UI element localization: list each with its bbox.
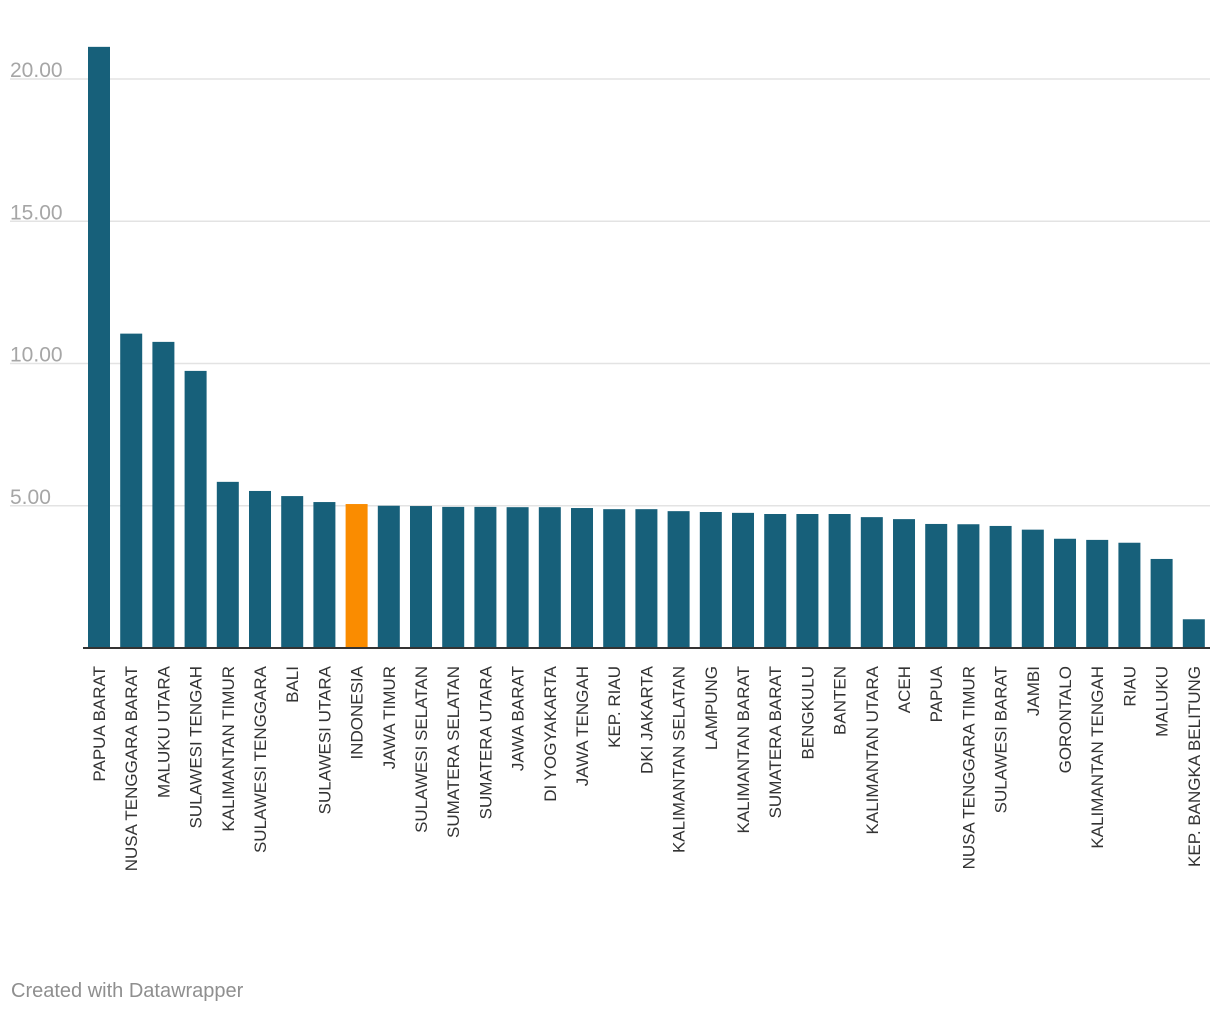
x-category-label: JAWA TIMUR bbox=[380, 666, 399, 769]
x-category-label: KALIMANTAN TIMUR bbox=[219, 666, 238, 832]
x-category-label: KALIMANTAN TENGAH bbox=[1088, 666, 1107, 849]
bar[interactable] bbox=[313, 502, 336, 648]
bar[interactable] bbox=[893, 519, 916, 648]
y-tick-label: 20.00 bbox=[10, 59, 63, 82]
x-category-label: KALIMANTAN BARAT bbox=[734, 666, 753, 834]
x-category-label: SUMATERA SELATAN bbox=[444, 666, 463, 838]
y-tick-label: 10.00 bbox=[10, 344, 63, 367]
x-category-label: NUSA TENGGARA TIMUR bbox=[959, 666, 978, 869]
x-category-label: GORONTALO bbox=[1056, 666, 1075, 773]
x-category-label: KEP. RIAU bbox=[605, 666, 624, 748]
x-category-label: PAPUA BARAT bbox=[90, 666, 109, 782]
x-category-label: NUSA TENGGARA BARAT bbox=[122, 666, 141, 871]
bar[interactable] bbox=[377, 505, 400, 648]
x-category-label: RIAU bbox=[1120, 666, 1139, 707]
bar[interactable] bbox=[474, 506, 497, 648]
datawrapper-credit[interactable]: Created with Datawrapper bbox=[11, 980, 244, 1002]
bar[interactable] bbox=[538, 507, 561, 648]
x-category-label: SULAWESI UTARA bbox=[315, 665, 334, 814]
x-category-label: SULAWESI TENGGARA bbox=[251, 665, 270, 853]
x-category-label: BENGKULU bbox=[798, 666, 817, 760]
bar[interactable] bbox=[1021, 529, 1044, 648]
bar[interactable] bbox=[249, 490, 272, 648]
x-category-label: KALIMANTAN SELATAN bbox=[670, 666, 689, 853]
x-category-label: JAWA BARAT bbox=[509, 666, 528, 771]
bar[interactable] bbox=[796, 514, 819, 648]
bar[interactable] bbox=[281, 496, 304, 648]
x-category-label: SUMATERA UTARA bbox=[476, 665, 495, 819]
x-category-label: MALUKU bbox=[1153, 666, 1172, 737]
x-category-label: INDONESIA bbox=[348, 665, 367, 759]
bar-chart: 5.00 10.00 15.00 20.00 PAPUA BARAT NUSA TENGG… bbox=[10, 46, 1210, 871]
bar[interactable] bbox=[1086, 539, 1109, 648]
x-category-label: BALI bbox=[283, 666, 302, 703]
bar[interactable] bbox=[989, 525, 1012, 648]
y-tick-label: 5.00 bbox=[10, 486, 51, 509]
bar[interactable] bbox=[1118, 542, 1141, 648]
bar[interactable] bbox=[184, 370, 207, 648]
bar[interactable] bbox=[1054, 538, 1077, 648]
bar[interactable] bbox=[828, 514, 851, 648]
bar[interactable] bbox=[120, 333, 143, 648]
x-category-label: SULAWESI BARAT bbox=[992, 666, 1011, 813]
bar[interactable] bbox=[603, 509, 626, 648]
x-category-label: BANTEN bbox=[831, 666, 850, 735]
bar[interactable] bbox=[571, 508, 594, 648]
bar[interactable] bbox=[732, 512, 755, 648]
x-category-label: SULAWESI SELATAN bbox=[412, 666, 431, 833]
bar[interactable] bbox=[635, 509, 658, 648]
y-tick-label: 15.00 bbox=[10, 201, 63, 224]
bar[interactable] bbox=[925, 523, 948, 648]
x-category-label: DI YOGYAKARTA bbox=[541, 665, 560, 801]
bar[interactable] bbox=[506, 507, 529, 648]
x-category-label: SUMATERA BARAT bbox=[766, 666, 785, 818]
bar[interactable] bbox=[410, 506, 433, 648]
bar[interactable] bbox=[957, 524, 980, 648]
x-category-label: KEP. BANGKA BELITUNG bbox=[1185, 666, 1204, 867]
x-category-label: DKI JAKARTA bbox=[637, 665, 656, 774]
bar[interactable] bbox=[1182, 619, 1205, 648]
bar[interactable] bbox=[860, 517, 883, 648]
bar[interactable] bbox=[764, 514, 787, 648]
x-category-label: SULAWESI TENGAH bbox=[187, 666, 206, 828]
bar[interactable] bbox=[216, 481, 239, 648]
bar[interactable] bbox=[442, 506, 465, 648]
bar[interactable] bbox=[1150, 558, 1173, 648]
x-category-label: KALIMANTAN UTARA bbox=[863, 665, 882, 834]
x-category-label: JAWA TENGAH bbox=[573, 666, 592, 786]
bar[interactable] bbox=[152, 341, 175, 648]
x-category-label: JAMBI bbox=[1024, 666, 1043, 716]
bar[interactable] bbox=[699, 512, 722, 648]
x-category-label: LAMPUNG bbox=[702, 666, 721, 750]
x-category-label: MALUKU UTARA bbox=[154, 665, 173, 798]
bar[interactable] bbox=[345, 504, 368, 648]
bar[interactable] bbox=[88, 46, 110, 648]
x-category-label: ACEH bbox=[895, 666, 914, 713]
bar[interactable] bbox=[667, 511, 690, 648]
chart-svg: 5.00 10.00 15.00 20.00 PAPUA BARAT NUSA TENGG… bbox=[10, 46, 1210, 871]
x-category-label: PAPUA bbox=[927, 665, 946, 722]
